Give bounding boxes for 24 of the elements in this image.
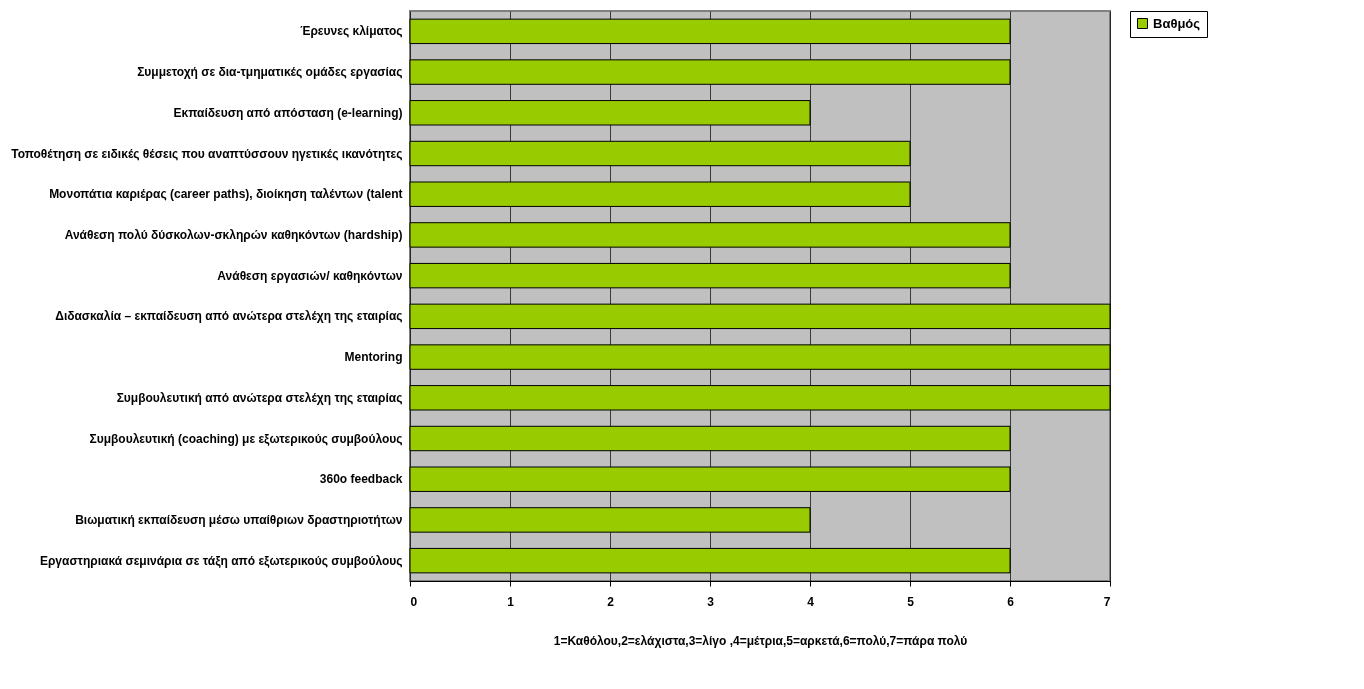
x-tick-label: 1 xyxy=(507,594,515,609)
y-tick-label: Διδασκαλία – εκπαίδευση από ανώτερα στελέχη της εταιρίας xyxy=(55,309,403,324)
x-axis-title: 1=Καθόλου,2=ελάχιστα,3=λίγο ,4=μέτρια,5=αρκετά,6=πολύ,7=πάρα πολύ xyxy=(553,633,968,648)
x-tick-label: 0 xyxy=(410,594,418,609)
x-tick-label: 6 xyxy=(1007,594,1015,609)
y-tick-label: Έρευνες κλίματος xyxy=(300,24,403,39)
legend-label: Βαθμός xyxy=(1153,15,1201,31)
x-tick-label: 7 xyxy=(1103,594,1111,609)
y-tick-label: Συμμετοχή σε δια-τμηματικές ομάδες εργασίας xyxy=(137,65,403,80)
y-tick-label: Τοποθέτηση σε ειδικές θέσεις που αναπτύσσουν ηγετικές ικανότητες xyxy=(11,146,403,161)
x-tick-label: 3 xyxy=(707,594,715,609)
y-tick-label: Ανάθεση εργασιών/ καθηκόντων xyxy=(217,268,403,283)
y-tick-label: Εκπαίδευση από απόσταση (e-learning) xyxy=(173,105,403,120)
y-tick-label: Συμβουλευτική (coaching) με εξωτερικούς συμβούλους xyxy=(89,431,403,446)
x-tick-label: 2 xyxy=(607,594,615,609)
y-tick-label: Εργαστηριακά σεμινάρια σε τάξη από εξωτερικούς συμβούλους xyxy=(39,553,403,568)
x-tick-label: 5 xyxy=(907,594,915,609)
y-tick-label: Συμβουλευτική από ανώτερα στελέχη της εταιρίας xyxy=(116,390,403,405)
y-tick-label: Μονοπάτια καριέρας (career paths), διοίκηση ταλέντων (talent xyxy=(49,187,403,202)
y-tick-label: Mentoring xyxy=(344,350,403,365)
y-tick-label: Ανάθεση πολύ δύσκολων-σκληρών καθηκόντων (hardship) xyxy=(64,227,403,242)
x-tick-label: 4 xyxy=(807,594,815,609)
y-tick-label: Βιωματική εκπαίδευση μέσω υπαίθριων δραστηριοτήτων xyxy=(75,512,403,527)
y-tick-label: 360o feedback xyxy=(319,472,403,487)
